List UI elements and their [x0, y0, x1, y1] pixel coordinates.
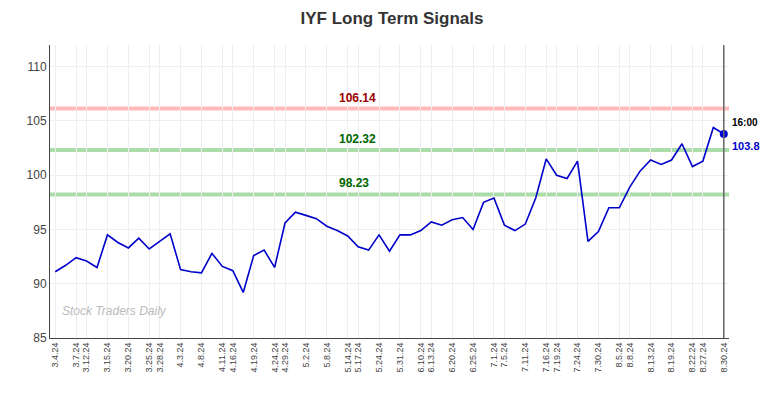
- svg-text:4.16.24: 4.16.24: [228, 343, 238, 373]
- svg-text:5.17.24: 5.17.24: [353, 343, 363, 373]
- svg-text:7.19.24: 7.19.24: [552, 343, 562, 373]
- svg-text:5.8.24: 5.8.24: [322, 343, 332, 368]
- svg-text:85: 85: [33, 331, 47, 345]
- svg-text:4.8.24: 4.8.24: [196, 343, 206, 368]
- svg-text:3.4.24: 3.4.24: [50, 343, 60, 368]
- svg-text:5.24.24: 5.24.24: [374, 343, 384, 373]
- svg-text:102.32: 102.32: [339, 132, 376, 146]
- svg-text:3.25.24: 3.25.24: [144, 343, 154, 373]
- svg-text:4.29.24: 4.29.24: [280, 343, 290, 373]
- svg-text:7.30.24: 7.30.24: [593, 343, 603, 373]
- svg-text:4.24.24: 4.24.24: [270, 343, 280, 373]
- svg-text:110: 110: [27, 60, 46, 74]
- svg-text:95: 95: [33, 223, 47, 237]
- svg-text:7.1.24: 7.1.24: [489, 343, 499, 368]
- svg-text:90: 90: [33, 277, 47, 291]
- svg-text:6.20.24: 6.20.24: [447, 343, 457, 373]
- svg-text:8.27.24: 8.27.24: [698, 343, 708, 373]
- svg-text:4.19.24: 4.19.24: [249, 343, 259, 373]
- svg-text:6.10.24: 6.10.24: [416, 343, 426, 373]
- svg-text:7.24.24: 7.24.24: [572, 343, 582, 373]
- svg-text:105: 105: [27, 114, 47, 128]
- svg-text:3.7.24: 3.7.24: [71, 343, 81, 368]
- svg-text:8.19.24: 8.19.24: [666, 343, 676, 373]
- svg-text:98.23: 98.23: [339, 176, 369, 190]
- svg-text:4.3.24: 4.3.24: [176, 343, 186, 368]
- svg-text:8.22.24: 8.22.24: [687, 343, 697, 373]
- svg-text:7.16.24: 7.16.24: [541, 343, 551, 373]
- svg-text:3.20.24: 3.20.24: [123, 343, 133, 373]
- svg-text:6.25.24: 6.25.24: [468, 343, 478, 373]
- svg-text:8.8.24: 8.8.24: [625, 343, 635, 368]
- svg-text:5.31.24: 5.31.24: [395, 343, 405, 373]
- svg-text:8.30.24: 8.30.24: [719, 343, 729, 373]
- svg-text:7.5.24: 7.5.24: [499, 343, 509, 368]
- svg-text:7.11.24: 7.11.24: [520, 343, 530, 372]
- svg-text:3.12.24: 3.12.24: [81, 343, 91, 373]
- svg-text:Stock Traders Daily: Stock Traders Daily: [62, 304, 167, 318]
- svg-text:100: 100: [27, 168, 47, 182]
- svg-text:IYF Long Term Signals: IYF Long Term Signals: [301, 9, 484, 28]
- svg-text:5.2.24: 5.2.24: [301, 343, 311, 368]
- svg-text:106.14: 106.14: [339, 91, 376, 105]
- svg-text:103.8: 103.8: [732, 140, 760, 152]
- svg-text:8.5.24: 8.5.24: [614, 343, 624, 368]
- svg-text:5.14.24: 5.14.24: [343, 343, 353, 373]
- svg-text:8.13.24: 8.13.24: [646, 343, 656, 373]
- svg-text:3.15.24: 3.15.24: [102, 343, 112, 373]
- svg-text:6.13.24: 6.13.24: [426, 343, 436, 373]
- svg-text:4.11.24: 4.11.24: [217, 343, 227, 372]
- svg-text:16:00: 16:00: [732, 117, 758, 128]
- svg-text:3.28.24: 3.28.24: [155, 343, 165, 373]
